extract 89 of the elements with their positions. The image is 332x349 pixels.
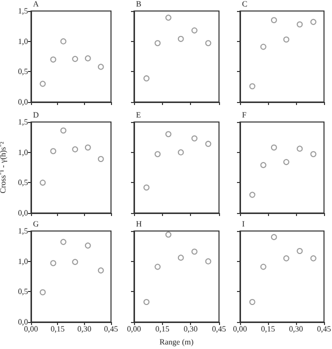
x-tick-label: 0,30 (289, 324, 303, 334)
x-tick-label: 0,15 (261, 324, 275, 334)
point (249, 192, 256, 198)
y-tick-label: 1,5 (18, 226, 28, 236)
point (296, 146, 303, 152)
x-tick-label: 0,45 (212, 324, 226, 334)
point (260, 162, 266, 168)
point (60, 38, 66, 44)
chart-title: D (33, 110, 39, 120)
point (72, 258, 78, 265)
point (60, 238, 66, 245)
point (165, 131, 172, 138)
point (270, 234, 277, 240)
x-tick-label: 0,15 (155, 324, 170, 334)
point (296, 21, 303, 28)
y-tick-label: 0,0 (18, 98, 28, 106)
y-tick-label: 0,5 (18, 178, 28, 188)
y-tick-label: 1,0 (18, 256, 28, 266)
x-tick-label: 0,30 (184, 324, 198, 334)
point (205, 40, 212, 46)
point (270, 17, 277, 24)
point (260, 44, 266, 50)
point (50, 56, 56, 63)
point (283, 159, 290, 166)
point (205, 140, 212, 147)
point (98, 64, 104, 70)
point (205, 258, 212, 264)
chart-title: F (242, 110, 247, 120)
point (40, 180, 46, 186)
point (191, 248, 198, 255)
chart-title: H (136, 220, 142, 228)
point (143, 75, 150, 82)
chart-title: A (33, 0, 39, 8)
point (165, 232, 172, 238)
y-tick-label: 1,5 (18, 118, 28, 126)
point (143, 184, 150, 191)
point (84, 55, 91, 62)
point (191, 27, 198, 34)
point (50, 148, 56, 154)
y-tick-label: 0,5 (18, 67, 28, 76)
chart-title: G (33, 220, 39, 228)
point (98, 156, 104, 162)
chart-title: E (136, 110, 141, 120)
y-tick-label: 1,0 (18, 148, 28, 157)
point (260, 264, 266, 270)
point (72, 146, 78, 152)
point (178, 36, 184, 42)
x-tick-label: 0,00 (24, 324, 38, 334)
x-tick-label: 0,00 (233, 324, 247, 334)
point (249, 83, 256, 90)
point (98, 267, 104, 274)
point (84, 144, 91, 150)
x-tick-label: 0,45 (317, 324, 331, 334)
x-tick-label: 0,30 (77, 324, 92, 334)
point (310, 18, 316, 25)
x-tick-label: 0,15 (50, 324, 65, 334)
y-tick-label: 0,0 (18, 208, 28, 218)
point (40, 289, 46, 296)
point (178, 149, 184, 156)
point (249, 298, 256, 305)
point (283, 36, 290, 43)
point (154, 40, 161, 46)
x-tick-label: 0,45 (104, 324, 118, 334)
y-tick-label: 1,0 (18, 36, 28, 46)
point (40, 80, 46, 87)
x-axis-title: Range (m) (160, 337, 194, 346)
point (191, 135, 198, 142)
y-tick-label: 0,5 (18, 287, 28, 296)
x-tick-label: 0,00 (127, 324, 141, 334)
chart-title: B (136, 0, 142, 8)
point (178, 254, 184, 261)
point (154, 151, 161, 158)
point (154, 264, 161, 270)
point (165, 14, 172, 21)
point (143, 298, 150, 305)
point (84, 242, 91, 249)
point (60, 127, 66, 134)
chart-title: I (242, 220, 245, 228)
point (296, 248, 303, 254)
point (283, 255, 290, 262)
point (310, 255, 316, 262)
point (310, 151, 316, 158)
chart-title: C (242, 0, 248, 8)
y-tick-label: 1,5 (18, 6, 28, 16)
point (72, 56, 78, 62)
point (50, 260, 56, 266)
point (270, 144, 277, 150)
y-axis-title: Cross⁻¹ - γ(h)s⁻² (0, 141, 8, 194)
y-tick-label: 0,0 (18, 318, 28, 326)
